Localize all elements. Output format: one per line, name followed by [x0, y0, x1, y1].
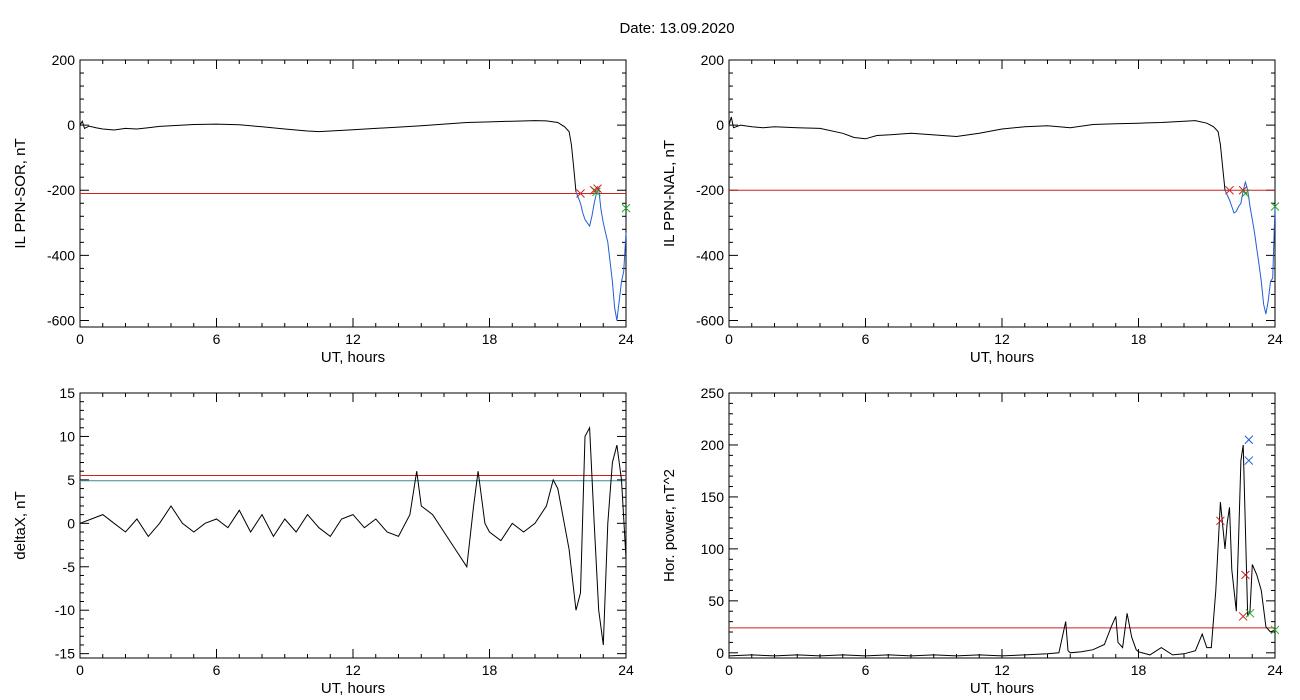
y-tick-label: 200 — [701, 52, 725, 68]
y-tick-label: -200 — [696, 182, 724, 198]
y-tick-label: 0 — [67, 117, 75, 133]
y-tick-label: -600 — [696, 312, 724, 328]
y-axis-label: deltaX, nT — [12, 491, 29, 559]
y-tick-label: 5 — [67, 472, 75, 488]
y-tick-label: 10 — [59, 428, 75, 444]
y-tick-label: -10 — [55, 602, 75, 618]
event-marker-stroke — [1244, 456, 1254, 465]
y-tick-label: 250 — [701, 385, 725, 401]
event-marker — [576, 189, 585, 198]
event-marker — [1238, 612, 1248, 621]
event-marker — [1245, 608, 1255, 618]
x-tick-label: 24 — [618, 662, 634, 678]
x-tick-label: 6 — [213, 662, 221, 678]
plot-frame — [728, 59, 1276, 328]
x-tick-label: 18 — [1131, 662, 1147, 678]
x-tick-label: 6 — [213, 331, 221, 347]
x-axis-label: UT, hours — [970, 349, 1034, 366]
event-marker — [1244, 456, 1254, 465]
panel-deltax: 0 6 12 18 24 -15 -10 -5 0 5 10 15 UT, hours deltaX, n… — [12, 385, 634, 697]
event-marker — [1225, 185, 1234, 195]
x-tick-label: 24 — [1267, 331, 1283, 347]
x-tick-label: 12 — [345, 662, 361, 678]
panel-hor-power: 0 6 12 18 24 0 50 100 150 200 250 UT, hours Hor. pow… — [661, 385, 1283, 697]
x-tick-label: 12 — [345, 331, 361, 347]
event-marker-stroke — [592, 187, 601, 197]
x-tick-label: 0 — [725, 331, 733, 347]
y-tick-label: -5 — [63, 559, 76, 575]
y-tick-label: -400 — [47, 247, 75, 263]
series-line — [728, 444, 1276, 657]
x-tick-label: 24 — [618, 331, 634, 347]
x-tick-label: 6 — [862, 662, 870, 678]
x-tick-label: 12 — [994, 662, 1010, 678]
event-marker — [1216, 516, 1225, 526]
y-tick-label: -15 — [55, 646, 75, 662]
event-marker — [1270, 625, 1280, 635]
series-line — [575, 186, 627, 321]
y-tick-label: 200 — [52, 52, 76, 68]
event-marker-stroke — [1244, 435, 1254, 445]
x-axis-label: UT, hours — [970, 680, 1034, 697]
series-line — [79, 119, 577, 192]
y-tick-label: 150 — [701, 489, 725, 505]
event-marker-stroke — [1238, 185, 1248, 195]
event-marker-stroke — [1245, 608, 1255, 618]
event-marker — [592, 187, 601, 197]
y-axis-label: IL PPN-NAL, nT — [661, 140, 678, 247]
event-marker-stroke — [593, 184, 602, 193]
x-axis-label: UT, hours — [321, 349, 385, 366]
x-tick-label: 18 — [482, 662, 498, 678]
x-tick-label: 0 — [76, 662, 84, 678]
event-marker — [1241, 189, 1250, 198]
y-tick-label: 100 — [701, 541, 725, 557]
event-marker-stroke — [621, 203, 631, 213]
event-marker-stroke — [1238, 612, 1248, 621]
y-axis-label: IL PPN-SOR, nT — [12, 138, 29, 248]
x-axis-label: UT, hours — [321, 680, 385, 697]
event-marker-stroke — [1270, 202, 1280, 211]
plot-frame — [79, 392, 627, 659]
panel-il-ppn-nal: 0 6 12 18 24 -600 -400 -200 0 200 UT, hours IL PPN-… — [661, 52, 1283, 366]
y-axis-label: Hor. power, nT^2 — [661, 469, 678, 582]
x-tick-label: 24 — [1267, 662, 1283, 678]
event-marker — [621, 203, 631, 213]
figure-title: Date: 13.09.2020 — [619, 20, 734, 37]
x-tick-label: 0 — [76, 331, 84, 347]
event-marker-stroke — [1270, 625, 1280, 635]
event-marker-stroke — [1241, 570, 1250, 580]
event-marker-stroke — [1225, 185, 1234, 195]
y-tick-label: 0 — [67, 515, 75, 531]
y-tick-label: 0 — [716, 645, 724, 661]
series-line — [79, 425, 627, 646]
event-marker-stroke — [1216, 516, 1225, 526]
event-marker — [1270, 202, 1280, 211]
event-marker — [593, 184, 602, 193]
y-tick-label: 200 — [701, 437, 725, 453]
y-tick-label: 50 — [708, 593, 724, 609]
series-line — [1224, 180, 1276, 315]
y-tick-label: -400 — [696, 247, 724, 263]
y-tick-label: 0 — [716, 117, 724, 133]
plot-frame — [728, 392, 1276, 659]
series-line — [728, 116, 1226, 191]
panel-il-ppn-sor: 0 6 12 18 24 -600 -400 -200 0 200 UT, hours IL PPN-… — [12, 52, 634, 366]
x-tick-label: 6 — [862, 331, 870, 347]
event-marker — [1241, 570, 1250, 580]
event-marker-stroke — [576, 189, 585, 198]
x-tick-label: 12 — [994, 331, 1010, 347]
x-tick-label: 0 — [725, 662, 733, 678]
y-tick-label: -200 — [47, 182, 75, 198]
x-tick-label: 18 — [482, 331, 498, 347]
x-tick-label: 18 — [1131, 331, 1147, 347]
event-marker-stroke — [1241, 189, 1250, 198]
y-tick-label: 15 — [59, 385, 75, 401]
event-marker — [1244, 435, 1254, 445]
y-tick-label: -600 — [47, 312, 75, 328]
